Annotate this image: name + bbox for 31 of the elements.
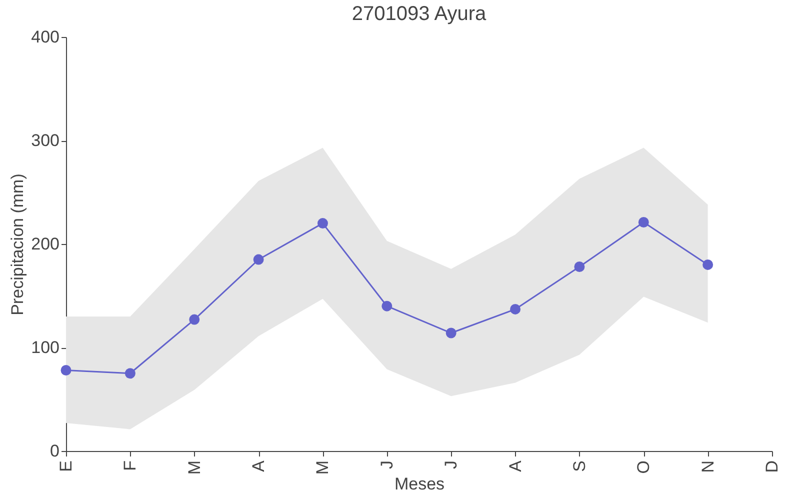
x-tick-label: M xyxy=(184,460,204,475)
point xyxy=(189,314,200,325)
chart-title: 2701093 Ayura xyxy=(352,3,487,25)
y-tick-label: 400 xyxy=(31,28,60,46)
point xyxy=(317,218,328,229)
y-tick-label: 100 xyxy=(31,338,60,357)
y-axis-title: Precipitacion (mm) xyxy=(8,174,28,316)
x-tick-label: O xyxy=(634,460,654,474)
x-tick-label: M xyxy=(313,460,332,475)
x-axis-title: Meses xyxy=(394,474,445,494)
x-tick-label: J xyxy=(377,460,396,469)
point xyxy=(382,300,392,312)
x-tick-label: F xyxy=(120,460,140,471)
point xyxy=(124,368,136,379)
y-tick-label: 0 xyxy=(50,442,60,460)
point xyxy=(60,365,72,376)
point xyxy=(638,217,649,228)
point xyxy=(446,328,456,338)
point xyxy=(510,304,521,314)
x-tick-label: D xyxy=(762,460,782,473)
y-tick-label: 200 xyxy=(31,234,60,254)
point xyxy=(253,254,264,265)
y-tick-label: 300 xyxy=(31,131,60,150)
x-tick-label: J xyxy=(442,460,461,469)
x-tick-label: S xyxy=(570,460,589,472)
x-tick-label: A xyxy=(506,460,525,472)
x-tick-label: N xyxy=(698,460,718,473)
point xyxy=(574,262,585,272)
point xyxy=(702,259,714,270)
x-tick-label: A xyxy=(249,460,268,472)
x-tick-label: E xyxy=(56,460,76,472)
